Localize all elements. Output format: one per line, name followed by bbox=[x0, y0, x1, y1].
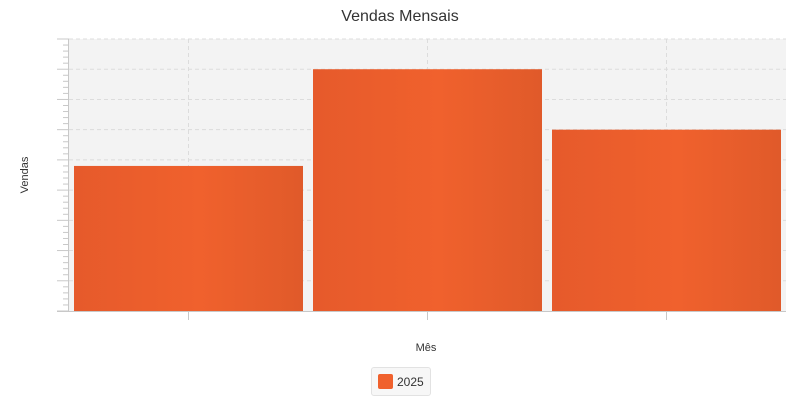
legend-swatch bbox=[378, 374, 393, 389]
bar bbox=[313, 69, 542, 311]
bar bbox=[74, 165, 303, 311]
legend[interactable]: 2025 bbox=[371, 367, 431, 396]
bar bbox=[552, 129, 781, 311]
legend-label: 2025 bbox=[397, 374, 424, 389]
chart-title: Vendas Mensais bbox=[341, 8, 459, 25]
x-axis-label: Mês bbox=[415, 342, 437, 354]
